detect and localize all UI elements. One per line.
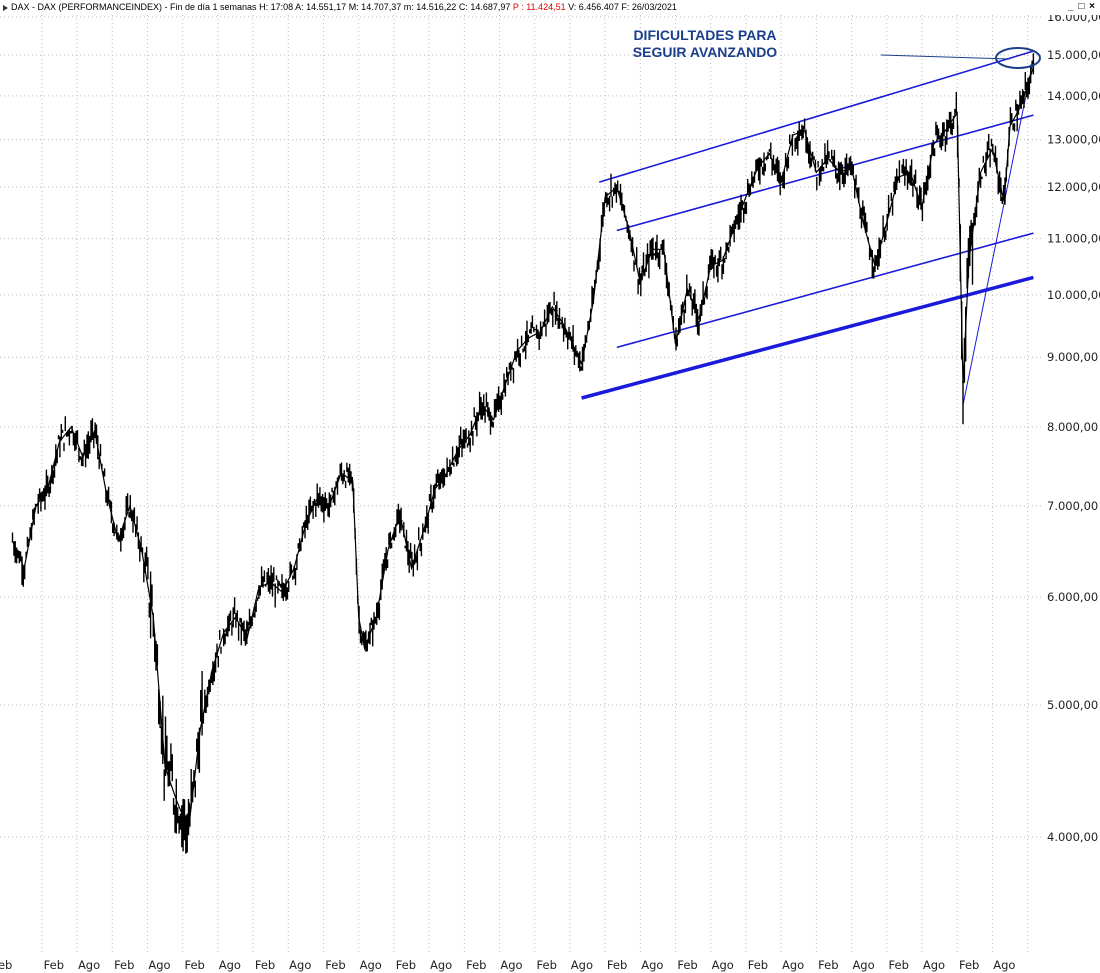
x-tick-label: Ago [500,958,522,972]
x-tick-label: Feb [255,958,275,972]
trendline-channel-base [581,275,1034,400]
annotation-line-2: SEGUIR AVANZANDO [633,44,778,60]
y-tick-label: 9.000,00 [1047,350,1098,364]
y-tick-label: 6.000,00 [1047,590,1098,604]
x-tick-label: Feb [607,958,627,972]
header-h: H: 17:08 [259,2,294,12]
header-title: DAX - DAX (PERFORMANCEINDEX) - Fin de dí… [11,2,257,12]
x-tick-label: Ago [712,958,734,972]
header-f: F: 26/03/2021 [621,2,677,12]
trendlines [581,50,1034,406]
collapse-triangle-icon[interactable] [3,4,8,11]
x-tick-label: Ago [148,958,170,972]
price-line [11,66,1034,830]
y-tick-label: 15.000,00 [1047,48,1100,62]
x-tick-label: Ago [219,958,241,972]
x-tick-label: Feb [466,958,486,972]
x-tick-label: Feb [44,958,64,972]
header-m: M: 14.707,37 [348,2,402,12]
price-bars [11,53,1035,854]
x-tick-label: Feb [748,958,768,972]
y-tick-label: 12.000,00 [1047,180,1100,194]
x-tick-label: Ago [430,958,452,972]
x-tick-label-cut: Feb [0,958,12,972]
annotation-layer: DIFICULTADES PARA SEGUIR AVANZANDO [633,27,1041,69]
x-axis: Feb Ago Feb Ago Feb Ago Feb Ago Feb Ago Feb Ago Feb A… [0,958,1015,972]
trendline-channel-mid-lower [616,232,1034,349]
x-tick-label: Feb [396,958,416,972]
x-tick-label: Feb [959,958,979,972]
trendline-channel-top [598,50,1034,183]
x-tick-label: Ago [289,958,311,972]
trendline-covid-support [962,58,1034,406]
x-tick-label: Ago [782,958,804,972]
y-tick-label: 10.000,00 [1047,288,1100,302]
annotation-line-1: DIFICULTADES PARA [633,27,776,43]
y-tick-label: 14.000,00 [1047,89,1100,103]
x-tick-label: Feb [114,958,134,972]
y-tick-label: 11.000,00 [1047,231,1100,245]
header-a: A: 14.551,17 [295,2,347,12]
price-series [11,53,1035,854]
x-tick-label: Feb [537,958,557,972]
x-tick-label: Feb [325,958,345,972]
header-v: V: 6.456.407 [568,2,619,12]
y-tick-label: 13.000,00 [1047,133,1100,147]
x-tick-label: Feb [889,958,909,972]
x-tick-label: Feb [184,958,204,972]
highlight-ellipse [995,47,1041,69]
y-axis: 16.000,0015.000,0014.000,0013.000,0012.0… [1047,10,1100,844]
x-tick-label: Ago [78,958,100,972]
window-controls[interactable]: _ □ × [1068,1,1096,12]
trendline-annotation-arrow [880,54,1011,60]
x-tick-label: Ago [852,958,874,972]
x-tick-label: Ago [571,958,593,972]
x-tick-label: Ago [923,958,945,972]
chart-header: DAX - DAX (PERFORMANCEINDEX) - Fin de dí… [0,0,1100,15]
y-tick-label: 4.000,00 [1047,830,1098,844]
x-tick-label: Feb [677,958,697,972]
x-tick-label: Ago [993,958,1015,972]
header-min: m: 14.516,22 [403,2,457,12]
y-tick-label: 5.000,00 [1047,698,1098,712]
x-tick-label: Ago [641,958,663,972]
y-tick-label: 7.000,00 [1047,499,1098,513]
header-p: P : 11.424,51 [512,2,566,12]
header-c: C: 14.687,97 [458,2,511,12]
x-tick-label: Ago [360,958,382,972]
trendline-channel-mid-upper [616,114,1034,232]
x-tick-label: Feb [818,958,838,972]
y-tick-label: 8.000,00 [1047,420,1098,434]
